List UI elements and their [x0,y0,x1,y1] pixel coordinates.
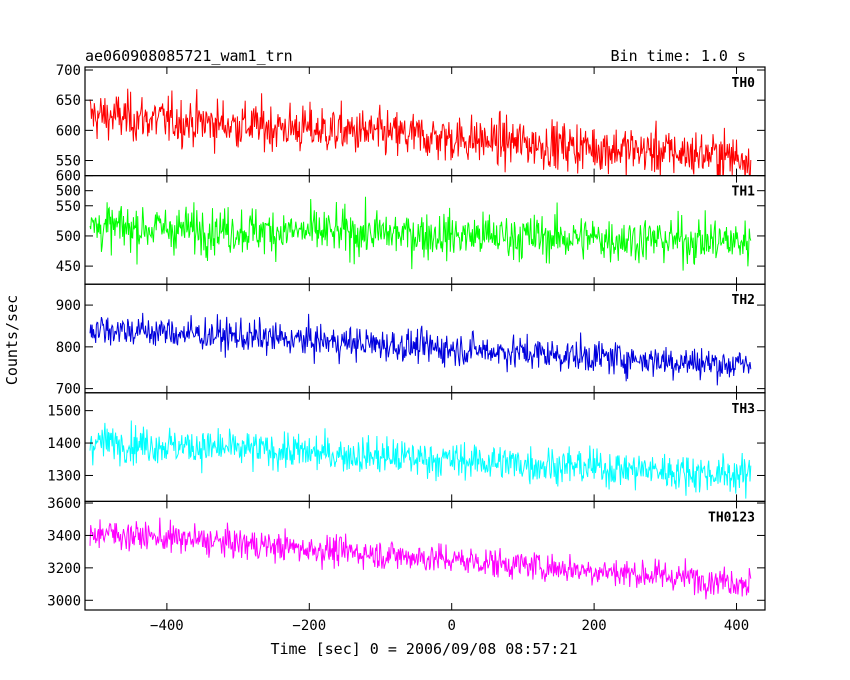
panel-frame [84,283,766,394]
panel-label-th0123: TH0123 [708,510,755,525]
panel-label-th1: TH1 [732,185,756,200]
series-line-th0 [89,88,752,176]
y-tick-label: 650 [56,93,81,109]
y-tick-label: 550 [56,199,81,215]
x-tick-label: 400 [724,618,749,634]
y-tick-label: 600 [56,169,81,185]
y-tick-label: 550 [56,154,81,170]
series-line-th3 [89,420,752,499]
panel-frame [84,500,766,611]
x-tick-label: −200 [292,618,326,634]
chart-title: ae060908085721_wam1_trn [85,47,293,65]
y-tick-label: 500 [56,229,81,245]
y-tick-label: 500 [56,184,81,200]
x-tick-label: 0 [447,618,455,634]
panel-th0123: 3000 3200 3400 3600 TH0123 [47,496,766,611]
y-tick-label: 1500 [47,404,81,420]
panel-th2: 700 800 900 TH2 [56,283,766,398]
y-axis-label: Counts/sec [3,295,21,385]
series-line-th0123 [89,517,752,600]
y-tick-label: 450 [56,259,81,275]
x-axis-label: Time [sec] 0 = 2006/09/08 08:57:21 [270,640,577,658]
y-tick-label: 700 [56,63,81,79]
panel-label-th0: TH0 [732,76,756,91]
y-tick-label: 600 [56,123,81,139]
bin-time-label: Bin time: 1.0 s [611,47,746,65]
series-line-th2 [89,312,752,386]
y-tick-label: 1300 [47,468,81,484]
y-tick-label: 3000 [47,593,81,609]
y-tick-label: 3400 [47,528,81,544]
panel-th3: 1300 1400 1500 TH3 [47,392,766,502]
panel-label-th2: TH2 [732,293,755,308]
panels-group: 500550600650700TH0450500550600TH17008009… [47,63,766,634]
y-tick-label: 3600 [47,496,81,512]
y-tick-label: 700 [56,382,81,398]
x-tick-label: −400 [150,618,184,634]
y-tick-label: 1400 [47,436,81,452]
x-tick-label: 200 [581,618,606,634]
series-line-th1 [89,196,752,271]
y-tick-label: 800 [56,340,81,356]
y-tick-label: 3200 [47,561,81,577]
y-tick-label: 900 [56,298,81,314]
panel-label-th3: TH3 [732,402,755,417]
